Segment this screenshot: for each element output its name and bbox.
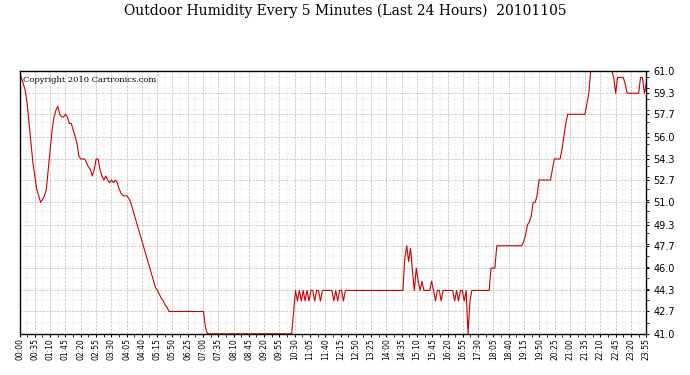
Text: Outdoor Humidity Every 5 Minutes (Last 24 Hours)  20101105: Outdoor Humidity Every 5 Minutes (Last 2… bbox=[124, 4, 566, 18]
Text: Copyright 2010 Cartronics.com: Copyright 2010 Cartronics.com bbox=[23, 76, 156, 84]
